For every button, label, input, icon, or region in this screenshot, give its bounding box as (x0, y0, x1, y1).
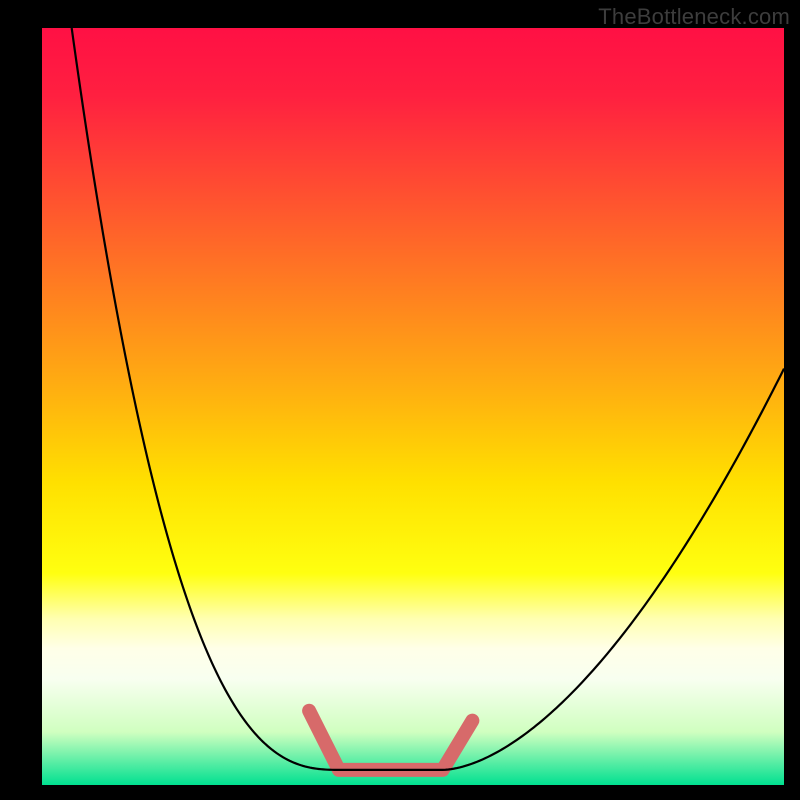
watermark: TheBottleneck.com (598, 4, 790, 30)
gradient-background (42, 28, 784, 785)
plot-area (42, 28, 784, 785)
plot-svg (42, 28, 784, 785)
